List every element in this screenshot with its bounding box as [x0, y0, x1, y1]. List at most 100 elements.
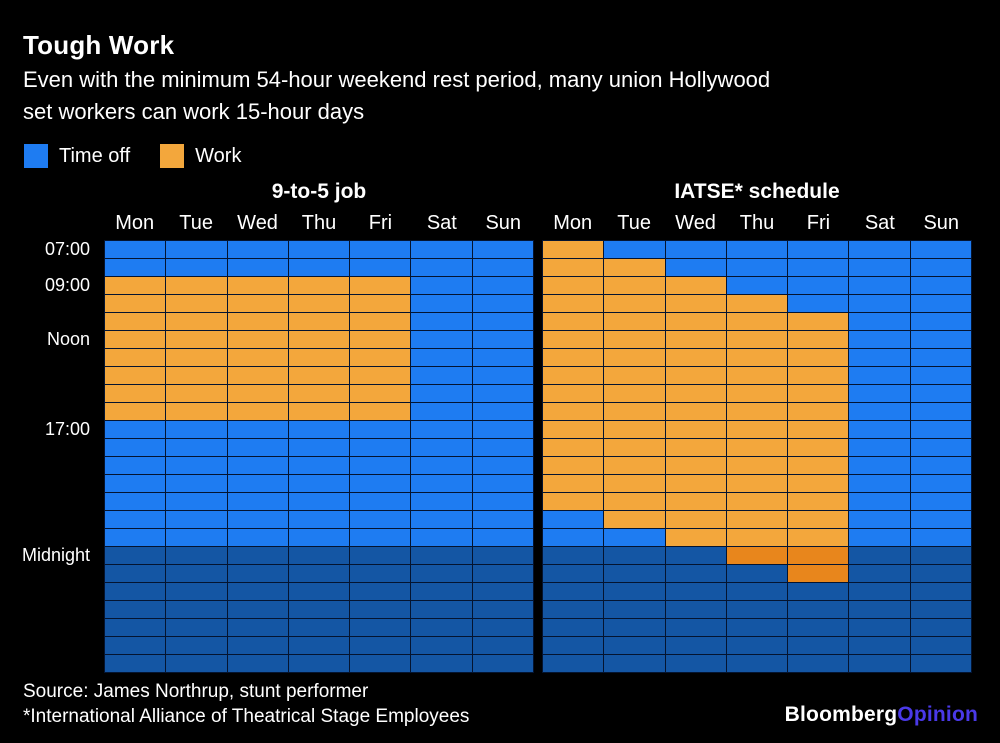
heatmap-cell — [665, 493, 726, 510]
heatmap-cell — [472, 295, 533, 312]
y-axis-label: Midnight — [21, 545, 90, 565]
chart-title-9-to-5: 9-to-5 job — [271, 180, 367, 203]
heatmap-cell — [910, 349, 971, 366]
heatmap-cell — [411, 295, 472, 312]
col-header-tue: Tue — [179, 212, 213, 234]
heatmap-cell — [288, 277, 350, 294]
heatmap-cell — [227, 385, 288, 402]
heatmap-cell — [350, 547, 411, 564]
heatmap-cell — [288, 241, 350, 258]
heatmap-cell — [910, 493, 971, 510]
heatmap-cell — [726, 385, 788, 402]
heatmap-grid — [542, 240, 972, 673]
heatmap-cell — [665, 331, 726, 348]
heatmap-cell — [604, 493, 665, 510]
heatmap-cell — [788, 349, 849, 366]
heatmap-cell — [288, 583, 350, 600]
heatmap-cell — [604, 367, 665, 384]
heatmap-cell — [288, 565, 350, 582]
heatmap-cell — [543, 655, 604, 672]
heatmap-cell — [288, 547, 350, 564]
heatmap-cell — [788, 457, 849, 474]
heatmap-cell — [604, 349, 665, 366]
heatmap-cell — [788, 511, 849, 528]
heatmap-cell — [665, 403, 726, 420]
heatmap-cell — [350, 475, 411, 492]
heatmap-cell — [472, 421, 533, 438]
heatmap-cell — [543, 637, 604, 654]
heatmap-cell — [604, 601, 665, 618]
heatmap-cell — [726, 493, 788, 510]
heatmap-cell — [350, 493, 411, 510]
heatmap-cell — [350, 529, 411, 546]
heatmap-cell — [350, 439, 411, 456]
legend-swatch-time-off — [24, 144, 48, 168]
chart-subtitle: Even with the minimum 54-hour weekend re… — [23, 64, 770, 128]
heatmap-cell — [604, 313, 665, 330]
heatmap-cell — [604, 619, 665, 636]
heatmap-cell — [726, 277, 788, 294]
legend-label-work: Work — [195, 144, 242, 167]
heatmap-cell — [227, 619, 288, 636]
heatmap-cell — [849, 385, 910, 402]
heatmap-cell — [726, 259, 788, 276]
heatmap-cell — [910, 637, 971, 654]
y-axis-labels: 07:00 09:00 Noon 17:00 Midnight — [0, 240, 97, 673]
heatmap-cell — [543, 565, 604, 582]
heatmap-cell — [105, 655, 166, 672]
heatmap-cell — [350, 295, 411, 312]
heatmap-cell — [910, 367, 971, 384]
column-headers: Mon Tue Wed Thu Fri Sat Sun — [104, 208, 534, 240]
heatmap-cell — [665, 259, 726, 276]
heatmap-cell — [227, 277, 288, 294]
heatmap-cell — [665, 637, 726, 654]
heatmap-cell — [604, 241, 665, 258]
heatmap-cell — [288, 421, 350, 438]
heatmap-cell — [665, 385, 726, 402]
heatmap-cell — [105, 421, 166, 438]
heatmap-cell — [472, 493, 533, 510]
heatmap-cell — [472, 583, 533, 600]
heatmap-cell — [105, 349, 166, 366]
brand-opinion: Opinion — [897, 703, 978, 726]
heatmap-cell — [726, 241, 788, 258]
heatmap-cell — [910, 403, 971, 420]
heatmap-cell — [227, 529, 288, 546]
heatmap-cell — [472, 349, 533, 366]
brand-bloomberg: Bloomberg — [784, 703, 898, 726]
heatmap-cell — [849, 601, 910, 618]
heatmap-cell — [543, 601, 604, 618]
heatmap-cell — [166, 511, 227, 528]
heatmap-cell — [411, 493, 472, 510]
heatmap-cell — [543, 547, 604, 564]
heatmap-cell — [166, 313, 227, 330]
heatmap-cell — [543, 241, 604, 258]
heatmap-cell — [227, 313, 288, 330]
heatmap-cell — [350, 421, 411, 438]
legend: Time off Work — [24, 144, 271, 168]
heatmap-cell — [604, 385, 665, 402]
heatmap-cell — [105, 637, 166, 654]
heatmap-cell — [543, 439, 604, 456]
heatmap-cell — [472, 655, 533, 672]
heatmap-cell — [543, 367, 604, 384]
heatmap-cell — [849, 547, 910, 564]
legend-item-work: Work — [160, 144, 241, 168]
heatmap-cell — [166, 385, 227, 402]
heatmap-cell — [472, 277, 533, 294]
heatmap-cell — [543, 529, 604, 546]
heatmap-cell — [166, 565, 227, 582]
heatmap-cell — [411, 547, 472, 564]
heatmap-cell — [288, 439, 350, 456]
heatmap-cell — [849, 259, 910, 276]
heatmap-cell — [472, 565, 533, 582]
heatmap-cell — [665, 547, 726, 564]
heatmap-cell — [227, 367, 288, 384]
heatmap-cell — [726, 583, 788, 600]
heatmap-cell — [288, 529, 350, 546]
heatmap-cell — [849, 619, 910, 636]
heatmap-cell — [288, 295, 350, 312]
heatmap-cell — [166, 583, 227, 600]
heatmap-cell — [910, 529, 971, 546]
heatmap-cell — [665, 421, 726, 438]
